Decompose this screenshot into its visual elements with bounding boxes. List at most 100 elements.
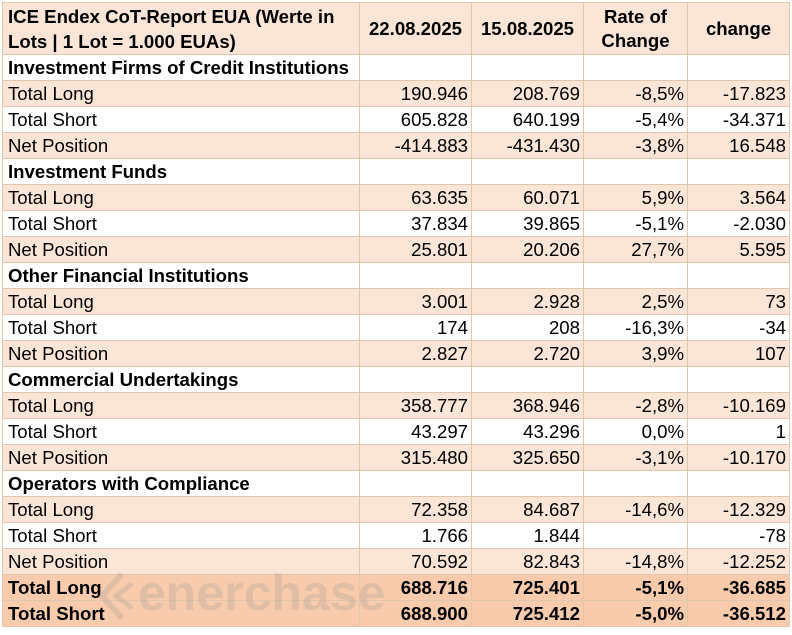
value-date-2: 60.071	[471, 184, 584, 211]
rate-of-change-value: 3,9%	[583, 340, 688, 367]
value-date-1: 358.777	[359, 392, 472, 419]
rate-of-change-value: -5,4%	[583, 106, 688, 133]
change-value: -34	[687, 314, 790, 341]
table-row: Total Short 43.297 43.296 0,0% 1	[2, 418, 790, 445]
value-date-2: 368.946	[471, 392, 584, 419]
value-date-2: 640.199	[471, 106, 584, 133]
column-header-date-1: 22.08.2025	[359, 2, 472, 55]
section-header-row: Investment Firms of Credit Institutions	[2, 54, 790, 81]
table-row: Total Long 3.001 2.928 2,5% 73	[2, 288, 790, 315]
value-date-1: 37.834	[359, 210, 472, 237]
value-date-2: 208	[471, 314, 584, 341]
table-row: Total Long 190.946 208.769 -8,5% -17.823	[2, 80, 790, 107]
value-date-1: 1.766	[359, 522, 472, 549]
value-date-1: 174	[359, 314, 472, 341]
value-date-2: 2.720	[471, 340, 584, 367]
empty-cell	[471, 54, 584, 81]
total-row: Total Short 688.900 725.412 -5,0% -36.512	[2, 600, 790, 627]
value-date-2: 2.928	[471, 288, 584, 315]
value-date-2: 39.865	[471, 210, 584, 237]
rate-of-change-value: -2,8%	[583, 392, 688, 419]
rate-of-change-value: -14,8%	[583, 548, 688, 575]
value-date-2: 1.844	[471, 522, 584, 549]
rate-of-change-value: -14,6%	[583, 496, 688, 523]
section-title: Investment Firms of Credit Institutions	[2, 54, 360, 81]
header-row: ICE Endex CoT-Report EUA (Werte in Lots …	[2, 2, 790, 55]
change-value: -12.252	[687, 548, 790, 575]
value-date-2: 84.687	[471, 496, 584, 523]
row-label: Total Long	[2, 80, 360, 107]
value-date-1: 190.946	[359, 80, 472, 107]
value-date-1: 3.001	[359, 288, 472, 315]
rate-of-change-value: -8,5%	[583, 80, 688, 107]
empty-cell	[583, 54, 688, 81]
value-date-1: 70.592	[359, 548, 472, 575]
table-row: Total Short 174 208 -16,3% -34	[2, 314, 790, 341]
value-date-1: 43.297	[359, 418, 472, 445]
total-rate-of-change: -5,0%	[583, 600, 688, 627]
total-change: -36.512	[687, 600, 790, 627]
table-row: Total Short 1.766 1.844 -78	[2, 522, 790, 549]
row-label: Total Long	[2, 496, 360, 523]
rate-of-change-value: 2,5%	[583, 288, 688, 315]
change-value: 1	[687, 418, 790, 445]
change-value: 5.595	[687, 236, 790, 263]
table-title: ICE Endex CoT-Report EUA (Werte in Lots …	[2, 2, 360, 55]
total-value-date-1: 688.900	[359, 600, 472, 627]
table-row: Total Long 63.635 60.071 5,9% 3.564	[2, 184, 790, 211]
table-row: Net Position -414.883 -431.430 -3,8% 16.548	[2, 132, 790, 159]
change-value: -2.030	[687, 210, 790, 237]
value-date-2: 208.769	[471, 80, 584, 107]
rate-of-change-value: -16,3%	[583, 314, 688, 341]
table-row: Net Position 70.592 82.843 -14,8% -12.252	[2, 548, 790, 575]
total-row: Total Long 688.716 725.401 -5,1% -36.685	[2, 574, 790, 601]
total-value-date-1: 688.716	[359, 574, 472, 601]
empty-cell	[687, 262, 790, 289]
table-row: Total Short 37.834 39.865 -5,1% -2.030	[2, 210, 790, 237]
section-header-row: Investment Funds	[2, 158, 790, 185]
row-label: Total Long	[2, 184, 360, 211]
change-value: -10.169	[687, 392, 790, 419]
change-value: -34.371	[687, 106, 790, 133]
rate-of-change-value: -3,1%	[583, 444, 688, 471]
value-date-2: 325.650	[471, 444, 584, 471]
empty-cell	[471, 470, 584, 497]
section-header-row: Commercial Undertakings	[2, 366, 790, 393]
table-row: Total Long 358.777 368.946 -2,8% -10.169	[2, 392, 790, 419]
row-label: Total Short	[2, 418, 360, 445]
total-value-date-2: 725.412	[471, 600, 584, 627]
row-label: Total Short	[2, 210, 360, 237]
empty-cell	[471, 262, 584, 289]
row-label: Net Position	[2, 236, 360, 263]
empty-cell	[687, 54, 790, 81]
table-row: Net Position 315.480 325.650 -3,1% -10.170	[2, 444, 790, 471]
column-header-change: change	[687, 2, 790, 55]
empty-cell	[359, 158, 472, 185]
value-date-1: 2.827	[359, 340, 472, 367]
empty-cell	[359, 54, 472, 81]
empty-cell	[583, 158, 688, 185]
row-label: Net Position	[2, 444, 360, 471]
row-label: Total Short	[2, 106, 360, 133]
row-label: Net Position	[2, 340, 360, 367]
empty-cell	[471, 158, 584, 185]
empty-cell	[471, 366, 584, 393]
rate-of-change-value: -5,1%	[583, 210, 688, 237]
value-date-2: 20.206	[471, 236, 584, 263]
row-label: Net Position	[2, 548, 360, 575]
value-date-1: 605.828	[359, 106, 472, 133]
section-title: Operators with Compliance	[2, 470, 360, 497]
value-date-2: 82.843	[471, 548, 584, 575]
row-label: Total Long	[2, 392, 360, 419]
value-date-1: 315.480	[359, 444, 472, 471]
column-header-rate-of-change: Rate of Change	[583, 2, 688, 55]
section-header-row: Operators with Compliance	[2, 470, 790, 497]
empty-cell	[583, 470, 688, 497]
empty-cell	[583, 366, 688, 393]
rate-of-change-value: 5,9%	[583, 184, 688, 211]
column-header-date-2: 15.08.2025	[471, 2, 584, 55]
empty-cell	[359, 366, 472, 393]
change-value: 16.548	[687, 132, 790, 159]
section-title: Investment Funds	[2, 158, 360, 185]
empty-cell	[583, 262, 688, 289]
